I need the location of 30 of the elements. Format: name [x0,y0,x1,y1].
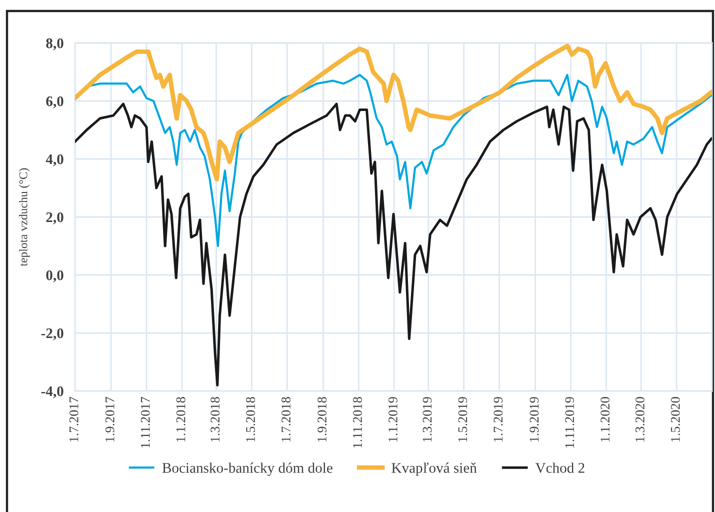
x-tick-label: 1.5.2020 [670,397,680,442]
x-tick-label: 1.5.2018 [246,397,256,442]
y-tick-label: 0,0 [46,270,64,282]
x-tick-label: 1.11.2017 [140,396,150,448]
y-tick-label: 4,0 [46,154,64,166]
x-tick-label: 1.7.2018 [282,397,290,442]
legend-label: Bociansko-banícky dóm dole [162,462,332,476]
x-tick-label: 1.5.2019 [458,397,468,442]
y-tick-label: -4,0 [41,386,64,398]
legend-label: Kvapľová sieň [392,462,477,476]
x-tick-label: 1.1.2020 [600,397,610,442]
x-tick-label: 1.7.2019 [494,397,503,442]
y-tick-label: 8,0 [46,38,64,50]
x-tick-label: 1.3.2020 [635,397,644,442]
y-tick-label: 6,0 [46,96,64,108]
y-tick-label: -2,0 [41,328,64,340]
x-tick-label: 1.7.2017 [69,396,78,442]
legend-label: Vchod 2 [535,462,584,473]
x-tick-label: 1.11.2019 [565,397,574,448]
line-series [75,102,712,386]
x-tick-label: 1.3.2019 [422,397,432,442]
x-tick-label: 1.9.2017 [105,396,114,442]
x-tick-label: 1.9.2019 [530,397,539,442]
x-tick-label: 1.9.2018 [318,397,327,442]
x-tick-label: 1.1.2018 [176,397,186,442]
x-tick-label: 1.1.2019 [388,397,398,442]
y-axis-title: teplota vzduchu (°C) [18,168,30,266]
x-tick-label: 1.11.2018 [353,397,362,448]
y-tick-label: 2,0 [46,212,64,224]
x-tick-label: 1.3.2018 [210,397,220,442]
